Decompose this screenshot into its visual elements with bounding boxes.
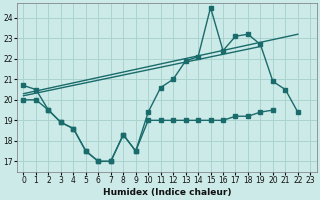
X-axis label: Humidex (Indice chaleur): Humidex (Indice chaleur) [103, 188, 231, 197]
